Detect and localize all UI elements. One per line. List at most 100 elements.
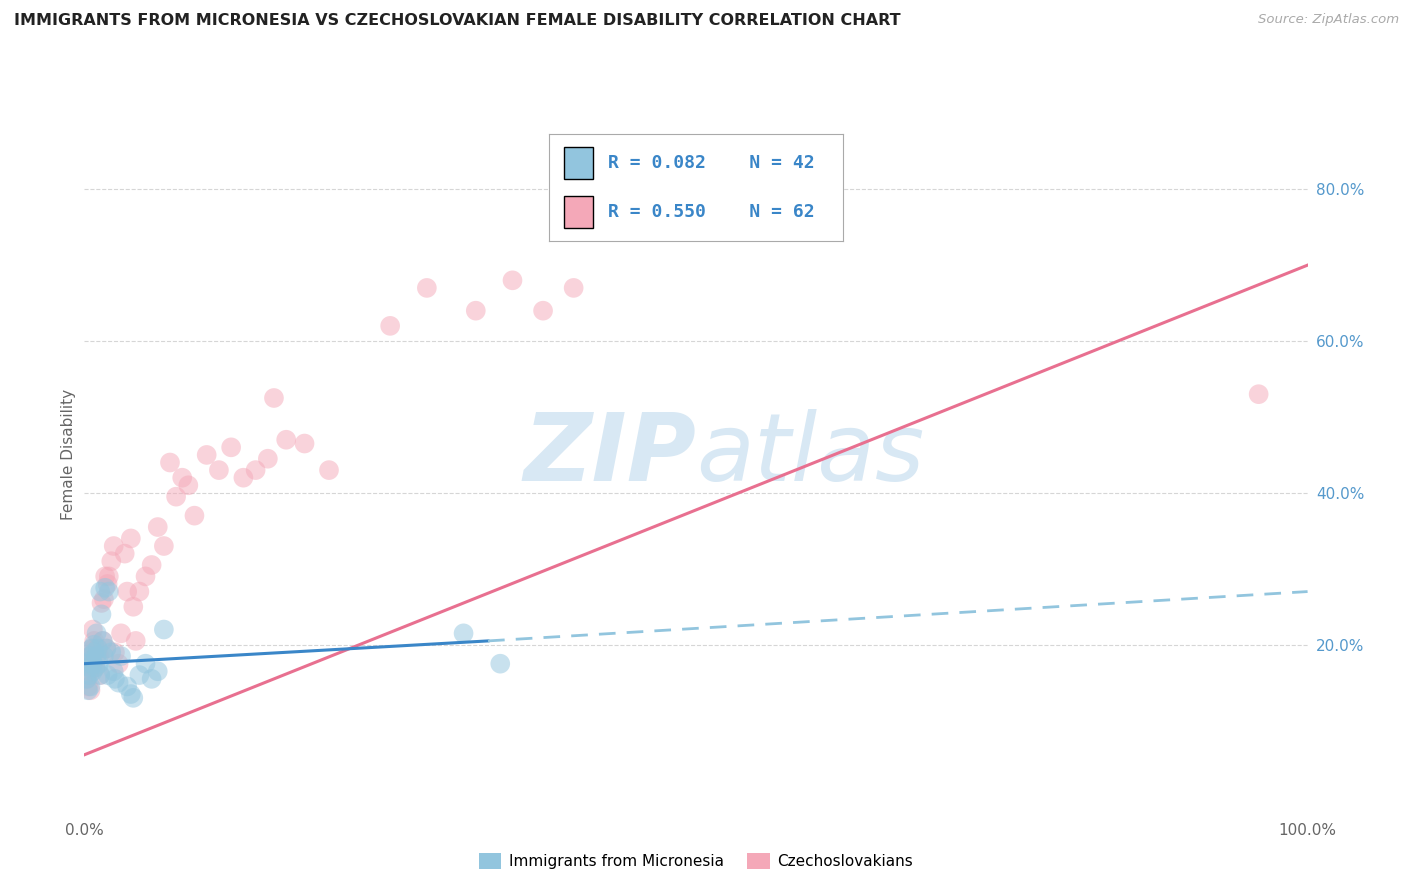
Point — [79, 649, 101, 664]
Point — [86, 649, 108, 664]
Text: IMMIGRANTS FROM MICRONESIA VS CZECHOSLOVAKIAN FEMALE DISABILITY CORRELATION CHAR: IMMIGRANTS FROM MICRONESIA VS CZECHOSLOV… — [14, 13, 901, 29]
Point — [90, 607, 112, 622]
Point — [159, 456, 181, 470]
Point — [107, 657, 129, 671]
Point — [263, 391, 285, 405]
Y-axis label: Female Disability: Female Disability — [60, 389, 76, 521]
Point — [103, 665, 125, 679]
Point — [77, 665, 100, 679]
Point — [120, 532, 142, 546]
Point — [177, 478, 200, 492]
Point — [1247, 387, 1270, 401]
Point — [146, 665, 169, 679]
Point — [96, 641, 118, 656]
Point — [82, 657, 104, 671]
Point — [97, 584, 120, 599]
Point — [87, 641, 110, 656]
Point — [82, 623, 104, 637]
Point — [89, 668, 111, 682]
Point — [531, 303, 554, 318]
Point — [104, 645, 127, 659]
Point — [89, 668, 111, 682]
Point — [100, 645, 122, 659]
Point — [153, 623, 176, 637]
Point — [80, 641, 103, 656]
Point — [416, 281, 439, 295]
Point — [97, 668, 120, 682]
Text: atlas: atlas — [696, 409, 924, 500]
Point — [453, 626, 475, 640]
Point — [76, 672, 98, 686]
Point — [93, 592, 115, 607]
Point — [79, 683, 101, 698]
Point — [87, 641, 110, 656]
Point — [110, 626, 132, 640]
Point — [128, 668, 150, 682]
Point — [380, 318, 402, 333]
Point — [93, 649, 115, 664]
Point — [77, 668, 100, 682]
Point — [195, 448, 218, 462]
Point — [107, 675, 129, 690]
Point — [80, 653, 103, 667]
Point — [183, 508, 205, 523]
Point — [122, 599, 145, 614]
Point — [77, 657, 100, 671]
Point — [245, 463, 267, 477]
Point — [232, 471, 254, 485]
Point — [562, 281, 585, 295]
Point — [91, 634, 114, 648]
Point — [83, 641, 105, 656]
Point — [97, 577, 120, 591]
Point — [208, 463, 231, 477]
Point — [82, 665, 104, 679]
Point — [135, 657, 157, 671]
Point — [90, 596, 112, 610]
Point — [294, 436, 316, 450]
Point — [86, 626, 108, 640]
Point — [115, 584, 138, 599]
Point — [76, 672, 98, 686]
Point — [82, 657, 104, 671]
Point — [115, 680, 138, 694]
Point — [84, 660, 107, 674]
Point — [165, 490, 187, 504]
Point — [77, 683, 100, 698]
Point — [257, 451, 280, 466]
Point — [318, 463, 340, 477]
Point — [464, 303, 486, 318]
Point — [80, 641, 103, 656]
Point — [120, 687, 142, 701]
Point — [79, 649, 101, 664]
Point — [141, 558, 163, 572]
Point — [128, 584, 150, 599]
Point — [135, 569, 157, 583]
Point — [153, 539, 176, 553]
Text: Source: ZipAtlas.com: Source: ZipAtlas.com — [1258, 13, 1399, 27]
Point — [110, 649, 132, 664]
Point — [103, 539, 125, 553]
Point — [502, 273, 524, 287]
Point — [96, 641, 118, 656]
Point — [172, 471, 194, 485]
Point — [100, 554, 122, 568]
Point — [89, 584, 111, 599]
Point — [141, 672, 163, 686]
Point — [114, 547, 136, 561]
Point — [79, 680, 101, 694]
Point — [77, 657, 100, 671]
Point — [77, 680, 100, 694]
Point — [122, 690, 145, 705]
Text: ZIP: ZIP — [523, 409, 696, 501]
Point — [79, 660, 101, 674]
Point — [84, 660, 107, 674]
Point — [94, 581, 117, 595]
Point — [104, 672, 127, 686]
Point — [83, 634, 105, 648]
Point — [87, 649, 110, 664]
Point — [276, 433, 298, 447]
Point — [97, 569, 120, 583]
Point — [87, 657, 110, 671]
Point — [80, 653, 103, 667]
Point — [83, 645, 105, 659]
